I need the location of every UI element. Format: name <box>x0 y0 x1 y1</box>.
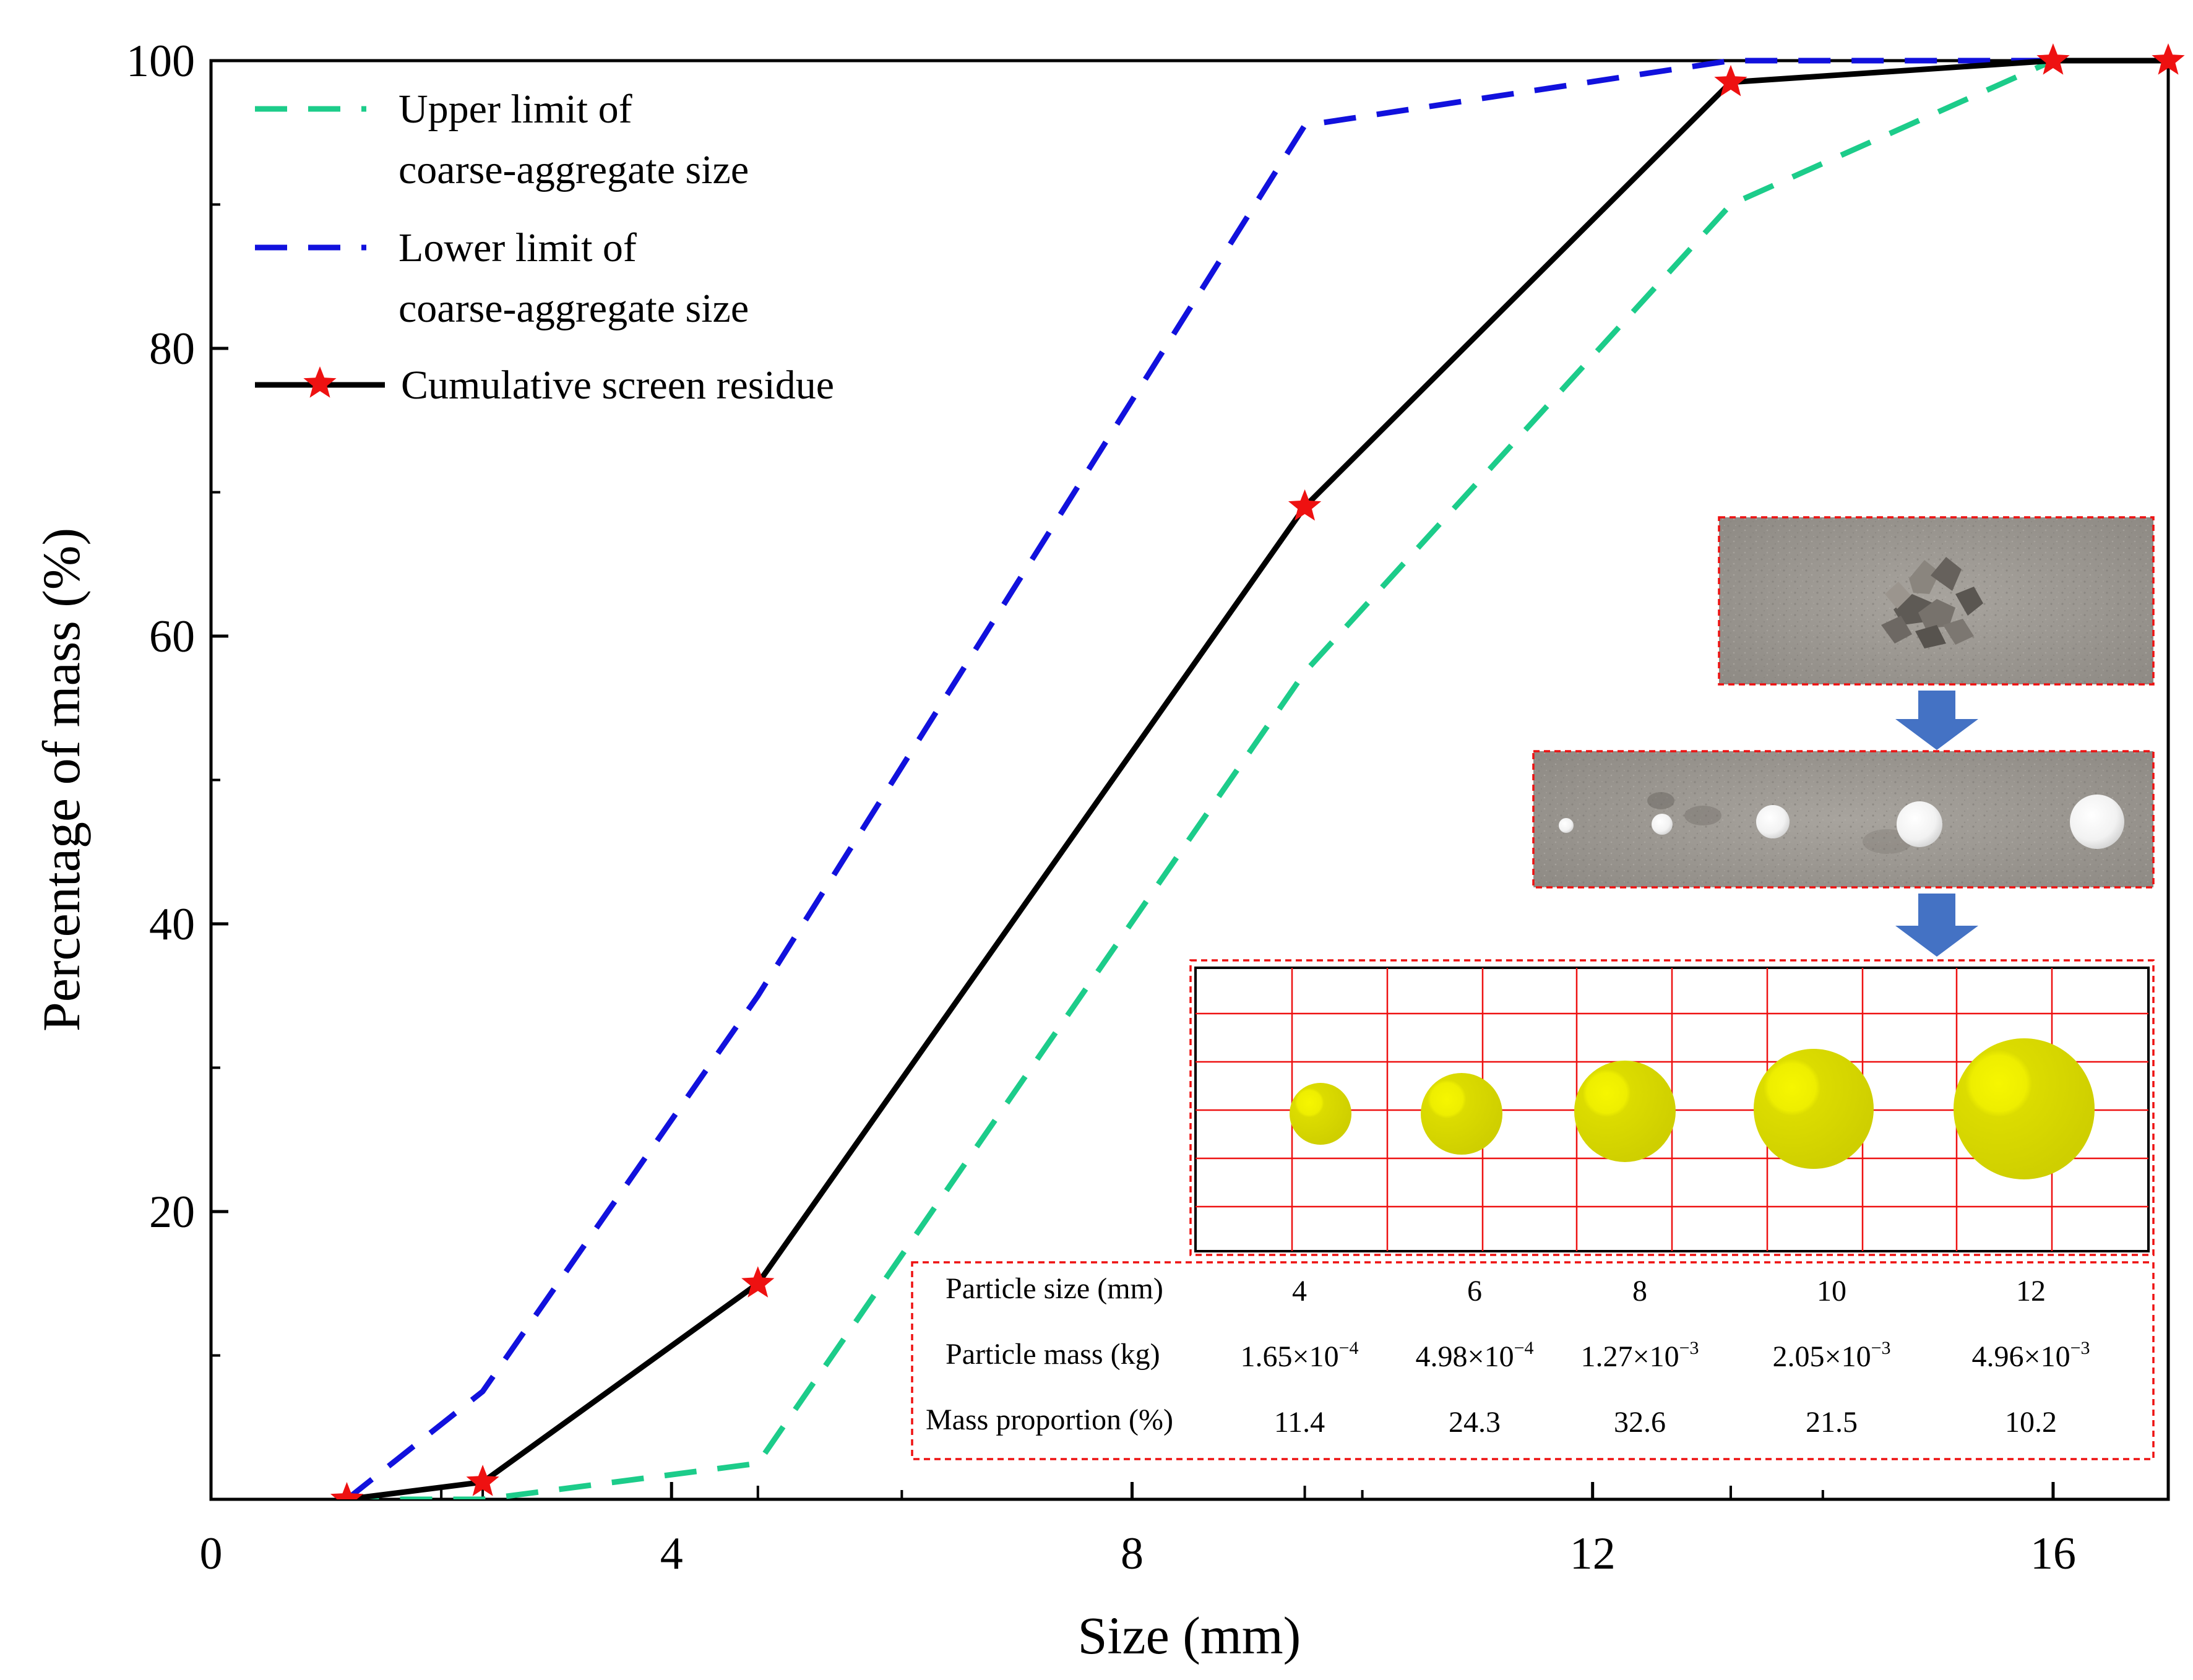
x-axis: 0 4 8 12 16 <box>200 1482 2076 1579</box>
residue-star-marker <box>330 1482 364 1499</box>
y-tick-label: 80 <box>149 324 195 374</box>
model-sphere-8mm <box>1574 1061 1676 1162</box>
y-tick-label: 60 <box>149 611 195 662</box>
table-cell: 10.2 <box>2005 1406 2057 1439</box>
legend-star-marker <box>303 366 337 398</box>
y-tick-label: 40 <box>149 899 195 950</box>
residue-star-marker <box>1714 64 1747 97</box>
series-layer <box>330 43 2185 1499</box>
model-sphere-4mm <box>1290 1083 1351 1145</box>
table-cell: 10 <box>1817 1275 1846 1307</box>
table-cell: 12 <box>2016 1275 2046 1307</box>
table-row-label: Particle size (mm) <box>946 1272 1163 1305</box>
inset-ball-photo <box>1532 750 2155 889</box>
flow-arrow-2 <box>1895 894 1978 957</box>
model-sphere-12mm <box>1954 1038 2095 1179</box>
legend-label-upper-line2: coarse-aggregate size <box>399 147 749 192</box>
residue-star-marker <box>2036 43 2070 75</box>
residue-star-marker <box>741 1266 775 1298</box>
table-cell: 4 <box>1292 1275 1307 1307</box>
model-sphere-6mm <box>1421 1073 1502 1155</box>
residue-star-marker <box>466 1465 499 1496</box>
residue-star-marker <box>2152 43 2185 75</box>
table-cell: 6 <box>1467 1275 1482 1307</box>
y-axis: 20 40 60 80 100 <box>126 36 228 1357</box>
aggregate-pile <box>1881 557 1983 648</box>
legend-label-lower-line1: Lower limit of <box>399 225 637 270</box>
inset-aggregate-photo <box>1718 516 2155 686</box>
x-axis-title: Size (mm) <box>1078 1606 1301 1665</box>
legend-label-upper-line1: Upper limit of <box>399 87 632 132</box>
flow-arrow-1 <box>1895 691 1978 750</box>
table-cell: 8 <box>1632 1275 1647 1307</box>
table-cell: 21.5 <box>1806 1406 1858 1439</box>
inset-particle-table: Particle size (mm) 4 6 8 10 12 Particle mass (… <box>911 1261 2155 1460</box>
y-tick-label: 20 <box>149 1187 195 1238</box>
photo-ball-6mm <box>1652 814 1673 835</box>
model-sphere-10mm <box>1754 1049 1874 1169</box>
legend: Upper limit of coarse-aggregate size Low… <box>255 87 834 408</box>
table-cell: 32.6 <box>1614 1406 1666 1439</box>
photo-ball-12mm <box>2070 795 2124 849</box>
table-row-label: Mass proportion (%) <box>926 1403 1173 1436</box>
inset-numerical-model <box>1189 959 2155 1256</box>
y-tick-label: 100 <box>126 36 195 87</box>
table-cell: 4.98×10−4 <box>1416 1338 1534 1373</box>
table-cell: 2.05×10−3 <box>1773 1338 1891 1373</box>
x-tick-label: 4 <box>660 1528 683 1579</box>
residue-star-marker <box>1288 489 1322 521</box>
photo-ball-8mm <box>1756 805 1790 838</box>
photo-ball-4mm <box>1559 818 1574 833</box>
x-tick-label: 8 <box>1121 1528 1144 1579</box>
particle-table-body: Particle size (mm) 4 6 8 10 12 Particle mass (… <box>926 1272 2090 1439</box>
x-tick-label: 16 <box>2030 1528 2076 1579</box>
table-cell: 1.27×10−3 <box>1581 1338 1699 1373</box>
x-tick-label: 12 <box>1570 1528 1616 1579</box>
table-cell: 24.3 <box>1449 1406 1501 1439</box>
legend-label-residue: Cumulative screen residue <box>401 363 834 408</box>
y-axis-title: Percentage of mass (%) <box>32 528 91 1032</box>
legend-label-lower-line2: coarse-aggregate size <box>399 286 749 331</box>
x-tick-label: 0 <box>200 1528 223 1579</box>
table-cell: 1.65×10−4 <box>1241 1338 1359 1373</box>
series-lower-limit-line <box>345 58 2168 1499</box>
photo-ball-10mm <box>1897 801 1942 847</box>
table-cell: 11.4 <box>1274 1406 1325 1439</box>
table-row-label: Particle mass (kg) <box>946 1338 1160 1371</box>
table-cell: 4.96×10−3 <box>1972 1338 2090 1373</box>
